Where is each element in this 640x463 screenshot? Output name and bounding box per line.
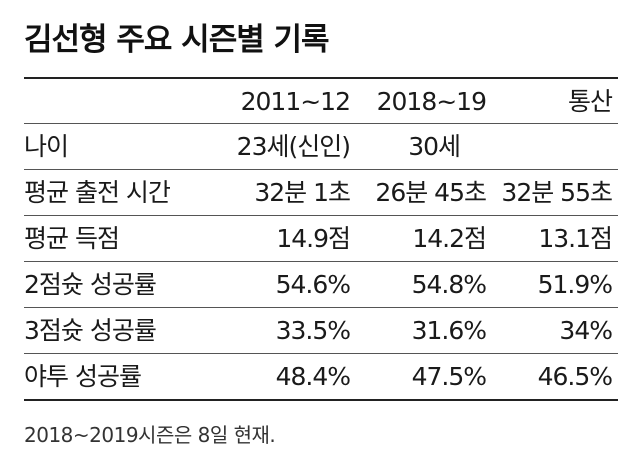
cell-2011-12: 32분 1초: [228, 169, 356, 216]
cell-2018-19: 26분 45초: [356, 169, 492, 216]
column-header-2018-19: 2018~19: [356, 79, 492, 124]
column-header-career: 통산: [492, 79, 618, 124]
table-row: 나이 23세(신인) 30세: [24, 123, 618, 170]
table-row: 3점슛 성공률 33.5% 31.6% 34%: [24, 307, 618, 354]
row-label: 평균 출전 시간: [24, 169, 228, 216]
cell-2018-19: 31.6%: [356, 307, 492, 354]
cell-2011-12: 14.9점: [228, 215, 356, 262]
table-top-rule: [24, 77, 618, 79]
cell-career: 13.1점: [492, 215, 618, 262]
table-row: 2점슛 성공률 54.6% 54.8% 51.9%: [24, 261, 618, 308]
row-label: 3점슛 성공률: [24, 307, 228, 354]
stats-table: 2011~12 2018~19 통산 나이 23세(신인) 30세 평균 출전 …: [24, 79, 618, 401]
cell-2018-19: 30세: [356, 123, 492, 170]
row-label: 2점슛 성공률: [24, 261, 228, 308]
row-label: 평균 득점: [24, 215, 228, 262]
cell-2011-12: 54.6%: [228, 261, 356, 308]
cell-career: 32분 55초: [492, 169, 618, 216]
table-header-row: 2011~12 2018~19 통산: [24, 79, 618, 124]
column-header-label: [24, 79, 228, 124]
cell-career: [492, 123, 618, 170]
cell-2018-19: 54.8%: [356, 261, 492, 308]
cell-career: 34%: [492, 307, 618, 354]
table-row: 평균 득점 14.9점 14.2점 13.1점: [24, 215, 618, 262]
cell-2011-12: 33.5%: [228, 307, 356, 354]
footnote: 2018~2019시즌은 8일 현재.: [24, 423, 276, 447]
row-label: 나이: [24, 123, 228, 170]
cell-2018-19: 47.5%: [356, 353, 492, 401]
cell-career: 46.5%: [492, 353, 618, 401]
column-header-2011-12: 2011~12: [228, 79, 356, 124]
cell-career: 51.9%: [492, 261, 618, 308]
table-row: 야투 성공률 48.4% 47.5% 46.5%: [24, 353, 618, 401]
page-title: 김선형 주요 시즌별 기록: [24, 22, 330, 58]
cell-2011-12: 48.4%: [228, 353, 356, 401]
row-label: 야투 성공률: [24, 353, 228, 401]
cell-2018-19: 14.2점: [356, 215, 492, 262]
table-row: 평균 출전 시간 32분 1초 26분 45초 32분 55초: [24, 169, 618, 216]
cell-2011-12: 23세(신인): [228, 123, 356, 170]
